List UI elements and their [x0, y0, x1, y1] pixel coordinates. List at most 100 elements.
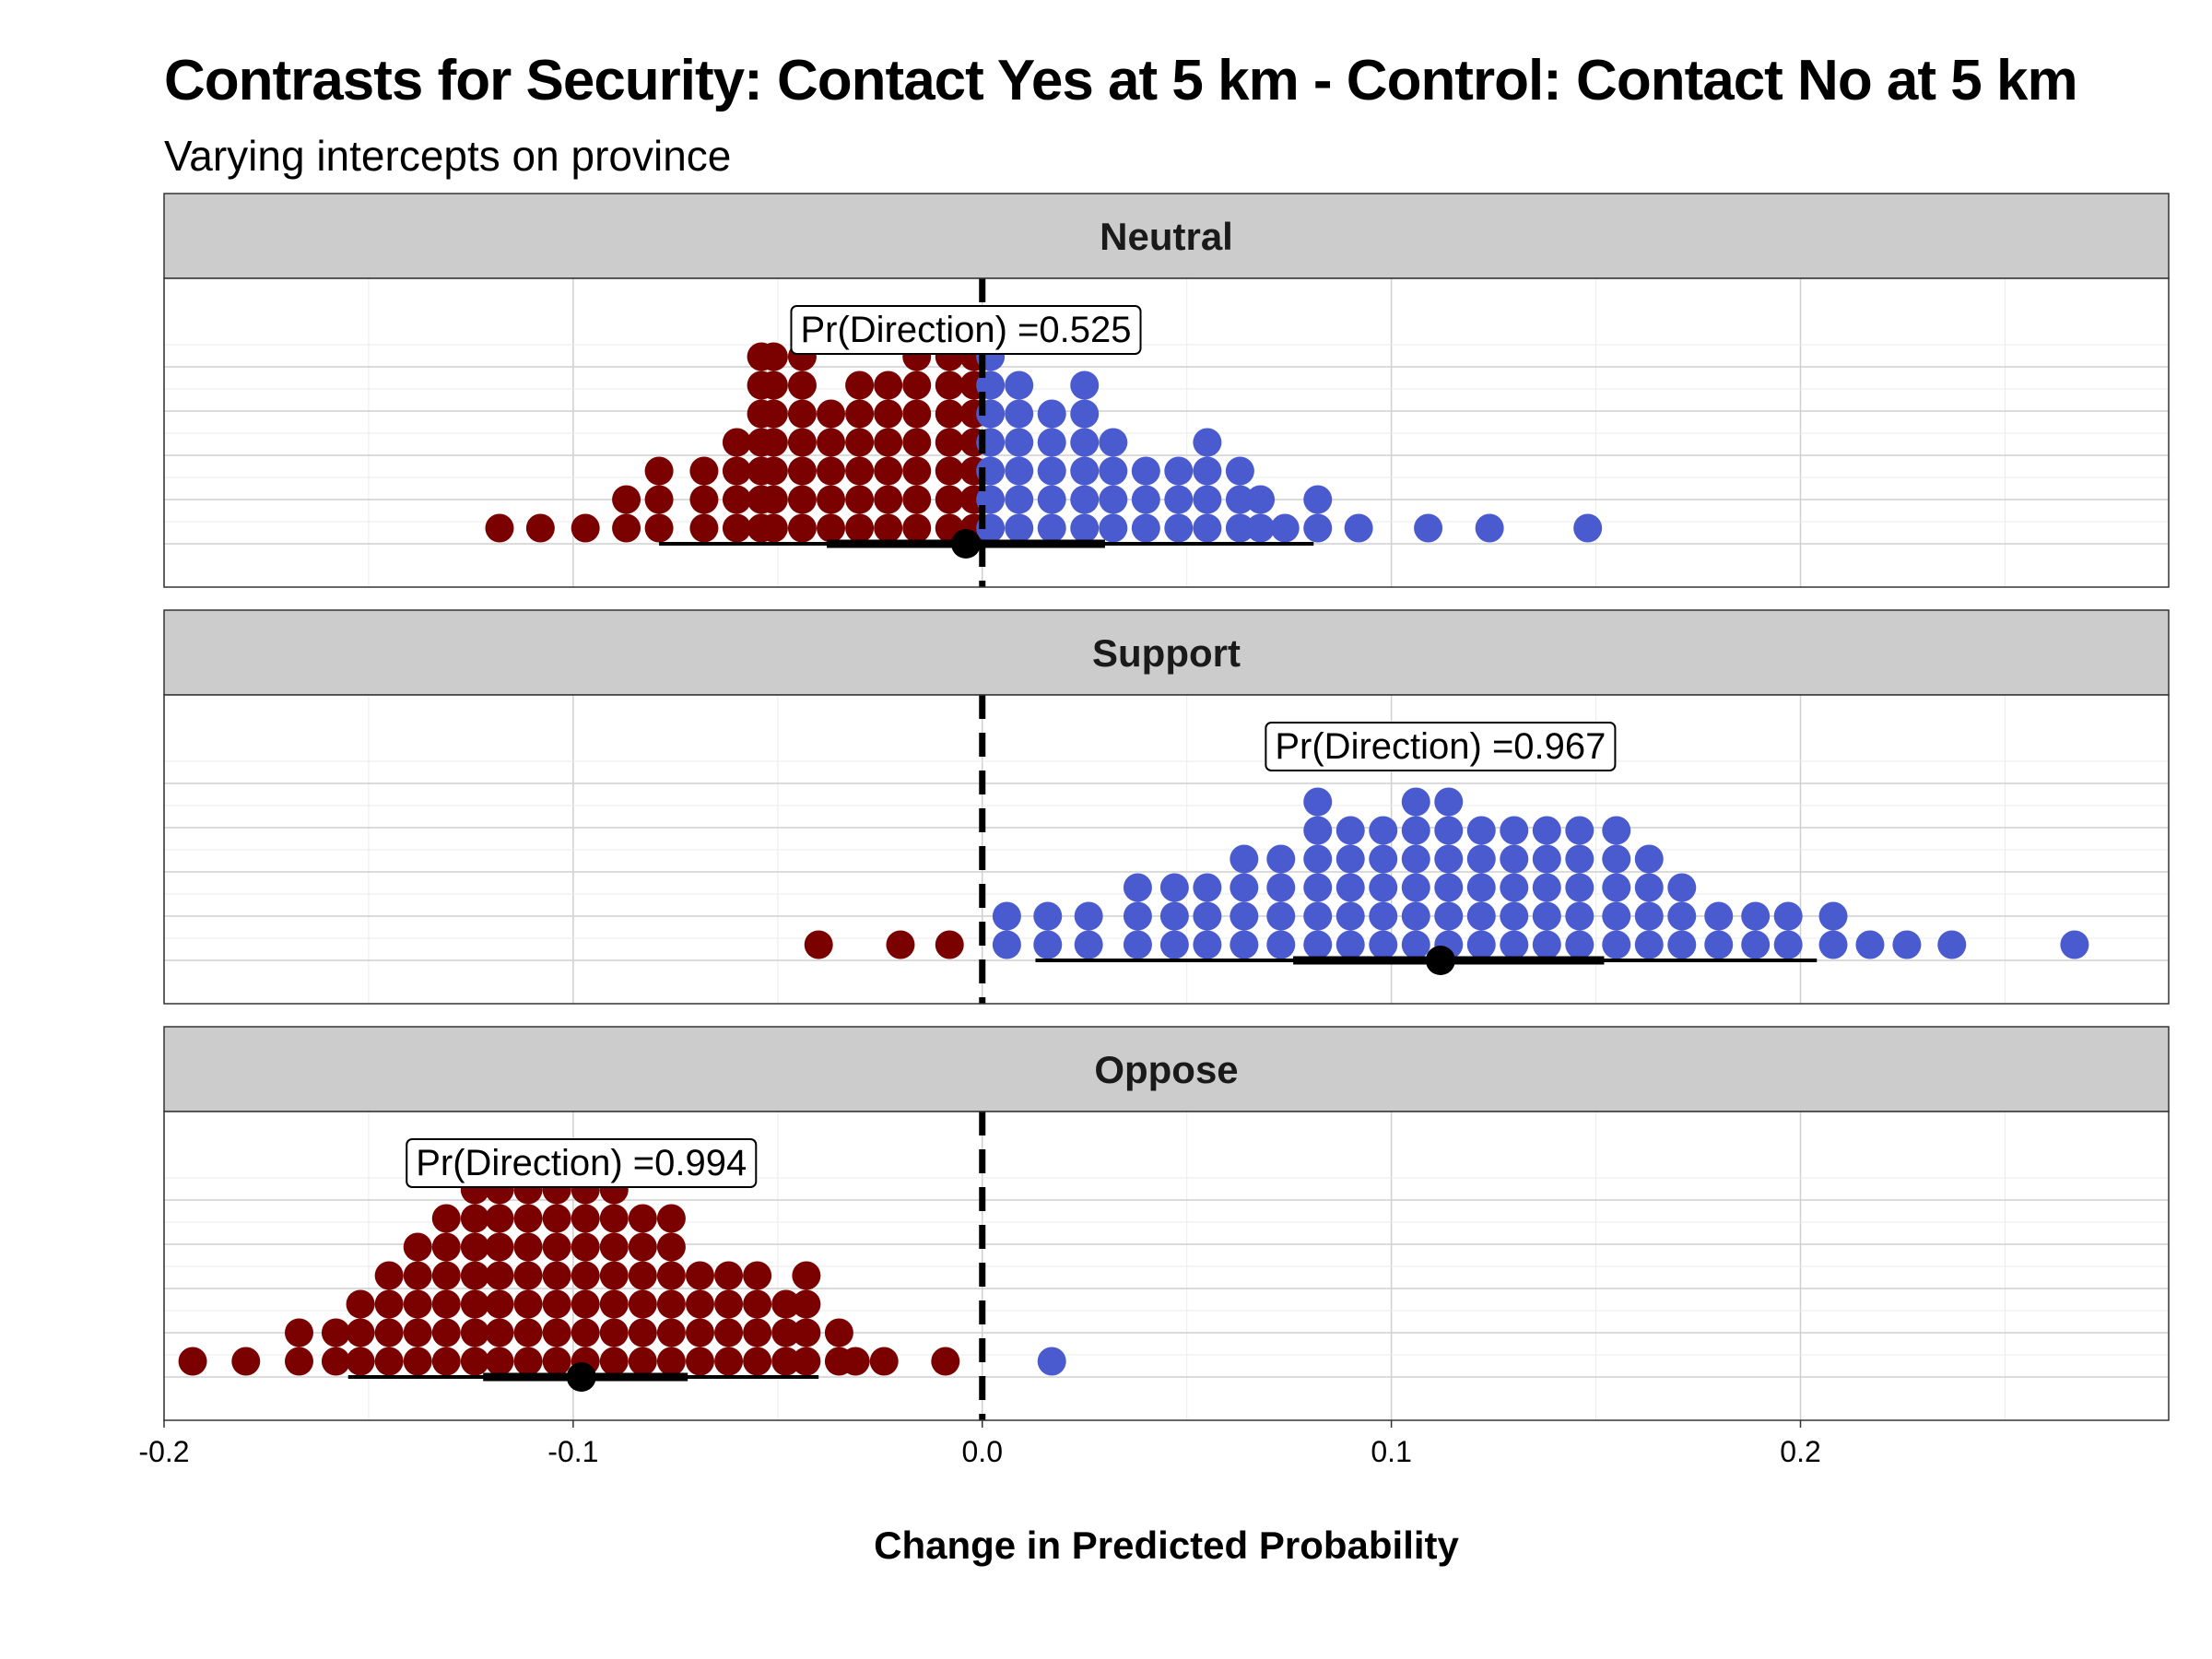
dot-positive — [1099, 485, 1128, 514]
dot-negative — [817, 399, 846, 429]
dot-positive — [1266, 844, 1296, 874]
dot-positive — [1532, 901, 1561, 931]
dot-negative — [722, 485, 751, 514]
dot-positive — [1193, 901, 1222, 931]
dot-negative — [374, 1289, 404, 1319]
dot-negative — [431, 1289, 461, 1319]
dot-negative — [542, 1204, 571, 1233]
dot-negative — [403, 1232, 432, 1262]
dot-positive — [1344, 513, 1373, 543]
dot-positive — [1037, 456, 1066, 486]
dot-positive — [1335, 930, 1365, 959]
dot-positive — [1005, 371, 1034, 400]
dot-negative — [431, 1232, 461, 1262]
dot-negative — [628, 1204, 657, 1233]
dot-negative — [571, 1261, 600, 1290]
dot-negative — [599, 1232, 629, 1262]
dot-positive — [1070, 485, 1100, 514]
dot-negative — [787, 428, 817, 457]
dot-positive — [1005, 456, 1034, 486]
dot-negative — [845, 485, 875, 514]
dot-negative — [759, 513, 788, 543]
dot-positive — [1500, 873, 1529, 902]
dot-positive — [1500, 901, 1529, 931]
dot-negative — [931, 1347, 960, 1376]
dot-negative — [644, 513, 674, 543]
dot-negative — [817, 428, 846, 457]
dot-negative — [935, 371, 964, 400]
dot-positive — [1475, 513, 1504, 543]
dot-negative — [485, 1204, 514, 1233]
dot-positive — [1074, 901, 1103, 931]
pr-direction-label: Pr(Direction) =0.994 — [416, 1143, 747, 1183]
dot-negative — [759, 342, 788, 371]
dot-negative — [722, 456, 751, 486]
dot-negative — [792, 1289, 821, 1319]
dot-positive — [1500, 930, 1529, 959]
dot-negative — [817, 456, 846, 486]
chart-subtitle: Varying intercepts on province — [164, 132, 732, 180]
pr-direction-box — [790, 305, 1142, 355]
dot-positive — [1303, 844, 1333, 874]
dot-positive — [1303, 873, 1333, 902]
dot-negative — [431, 1261, 461, 1290]
dot-positive — [1335, 844, 1365, 874]
dot-negative — [787, 399, 817, 429]
strip-background — [163, 1026, 2170, 1112]
dot-positive — [1401, 816, 1430, 845]
dot-negative — [935, 399, 964, 429]
dot-negative — [599, 1318, 629, 1347]
dot-negative — [804, 930, 833, 959]
dot-negative — [869, 1347, 899, 1376]
dot-positive — [1131, 456, 1160, 486]
dot-negative — [513, 1261, 543, 1290]
dot-negative — [874, 485, 903, 514]
dot-negative — [714, 1318, 744, 1347]
dot-positive — [1099, 428, 1128, 457]
dot-negative — [513, 1347, 543, 1376]
dot-negative — [685, 1261, 714, 1290]
dot-negative — [792, 1318, 821, 1347]
x-tick-label: -0.2 — [138, 1435, 189, 1468]
dot-positive — [1193, 513, 1222, 543]
dot-positive — [1532, 816, 1561, 845]
dot-negative — [685, 1289, 714, 1319]
dot-negative — [771, 1318, 801, 1347]
dot-negative — [612, 485, 641, 514]
dot-positive — [1466, 901, 1496, 931]
dot-positive — [1230, 844, 1259, 874]
dot-negative — [743, 1261, 772, 1290]
dot-positive — [1070, 399, 1100, 429]
dot-negative — [374, 1318, 404, 1347]
dot-negative — [485, 1318, 514, 1347]
x-tick-label: 0.2 — [1780, 1435, 1820, 1468]
dot-negative — [644, 485, 674, 514]
dot-negative — [787, 513, 817, 543]
dot-positive — [1466, 930, 1496, 959]
dot-positive — [1303, 901, 1333, 931]
dot-positive — [1369, 901, 1398, 931]
dot-positive — [1230, 901, 1259, 931]
dot-negative — [792, 1261, 821, 1290]
dot-negative — [787, 371, 817, 400]
dot-positive — [1037, 513, 1066, 543]
dot-negative — [824, 1318, 853, 1347]
dot-negative — [722, 428, 751, 457]
dot-negative — [689, 485, 719, 514]
dot-negative — [714, 1261, 744, 1290]
dot-positive — [1565, 816, 1594, 845]
dot-negative — [403, 1289, 432, 1319]
dot-positive — [1070, 456, 1100, 486]
dot-negative — [599, 1289, 629, 1319]
dot-positive — [1193, 485, 1222, 514]
dot-positive — [1565, 930, 1594, 959]
dot-positive — [1401, 901, 1430, 931]
dot-positive — [1818, 901, 1848, 931]
dot-negative — [513, 1204, 543, 1233]
dot-negative — [935, 930, 964, 959]
dot-positive — [1266, 901, 1296, 931]
dot-negative — [759, 371, 788, 400]
dot-negative — [403, 1261, 432, 1290]
panel-border — [163, 1111, 2170, 1421]
dot-positive — [1602, 816, 1631, 845]
